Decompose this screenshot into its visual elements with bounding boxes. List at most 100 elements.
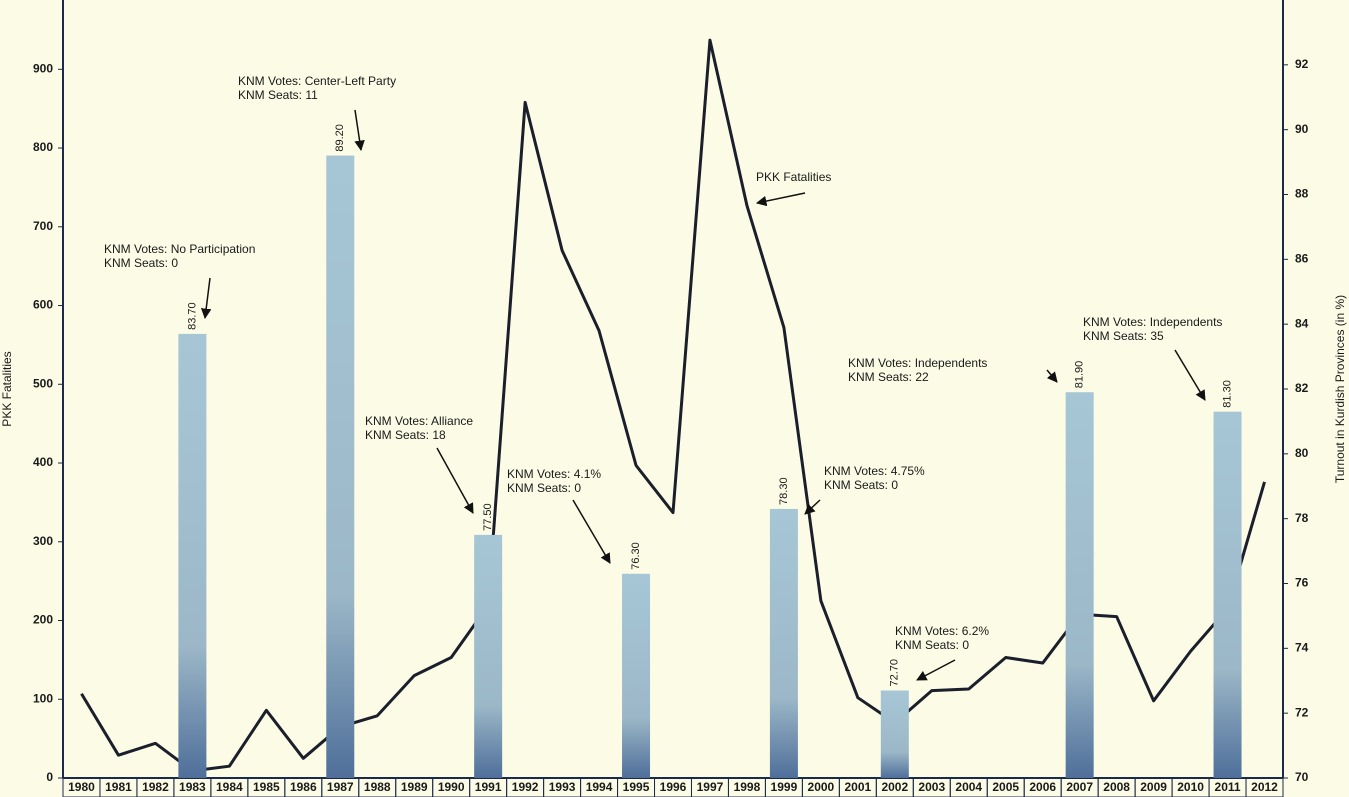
y2-tick-label: 92 xyxy=(1295,57,1309,71)
annotation-arrow xyxy=(916,659,956,681)
bar-value-label: 81.30 xyxy=(1221,380,1233,408)
annotation: KNM Votes: Independents xyxy=(1083,315,1222,329)
y2-tick-label: 72 xyxy=(1295,705,1309,719)
bar-value-label: 77.50 xyxy=(482,503,494,531)
x-tick-label: 2005 xyxy=(992,780,1019,794)
x-tick-label: 1995 xyxy=(623,780,650,794)
x-tick-label: 1990 xyxy=(438,780,465,794)
y2-axis-label: Turnout in Kurdish Provinces (in %) xyxy=(1333,295,1347,483)
y-tick-label: 600 xyxy=(33,298,53,312)
x-tick-label: 2010 xyxy=(1177,780,1204,794)
annotation: KNM Votes: Center-Left Party xyxy=(238,74,396,88)
y-tick-label: 300 xyxy=(33,534,53,548)
x-tick-label: 2003 xyxy=(918,780,945,794)
bar-value-label: 72.70 xyxy=(889,659,901,687)
annotation: KNM Seats: 18 xyxy=(365,428,446,442)
x-tick-label: 1980 xyxy=(68,780,95,794)
x-tick-label: 2007 xyxy=(1066,780,1093,794)
x-tick-label: 2008 xyxy=(1103,780,1130,794)
annotation: KNM Seats: 35 xyxy=(1083,329,1164,343)
y-tick-label: 500 xyxy=(33,376,53,390)
bar xyxy=(1065,392,1094,778)
x-tick-label: 1986 xyxy=(290,780,317,794)
y-tick-label: 800 xyxy=(33,140,53,154)
annotation: KNM Votes: 6.2% xyxy=(895,624,989,638)
x-tick-label: 2012 xyxy=(1251,780,1278,794)
annotation-arrow xyxy=(200,277,212,320)
y2-tick-label: 90 xyxy=(1295,122,1309,136)
annotation: KNM Seats: 22 xyxy=(848,370,929,384)
annotation: KNM Seats: 11 xyxy=(238,88,318,102)
x-tick-label: 1988 xyxy=(364,780,391,794)
x-tick-label: 2006 xyxy=(1029,780,1056,794)
bar-value-label: 81.90 xyxy=(1074,361,1086,389)
y2-tick-label: 74 xyxy=(1295,641,1309,655)
y2-tick-label: 84 xyxy=(1295,316,1309,330)
y2-tick-label: 70 xyxy=(1295,770,1309,784)
y-tick-label: 400 xyxy=(33,455,53,469)
y-tick-label: 900 xyxy=(33,61,53,75)
bar xyxy=(178,333,207,778)
y-tick-label: 200 xyxy=(33,613,53,627)
x-tick-label: 2002 xyxy=(881,780,908,794)
x-tick-label: 1992 xyxy=(512,780,539,794)
y-tick-label: 100 xyxy=(33,691,53,705)
x-tick-label: 1981 xyxy=(105,780,132,794)
annotation: KNM Votes: Alliance xyxy=(365,414,473,428)
x-tick-label: 1999 xyxy=(771,780,798,794)
y-tick-label: 700 xyxy=(33,219,53,233)
x-tick-label: 1994 xyxy=(586,780,613,794)
annotation-arrow xyxy=(572,499,611,564)
annotation: KNM Votes: No Participation xyxy=(104,242,255,256)
y2-tick-label: 78 xyxy=(1295,511,1309,525)
annotation: KNM Seats: 0 xyxy=(104,256,178,270)
annotation-arrow xyxy=(1174,349,1206,401)
x-tick-label: 1991 xyxy=(475,780,502,794)
y-tick-label: 0 xyxy=(46,770,53,784)
x-tick-label: 1983 xyxy=(179,780,206,794)
x-tick-label: 1985 xyxy=(253,780,280,794)
annotation-arrow xyxy=(1046,369,1058,383)
annotation: KNM Seats: 0 xyxy=(895,638,969,652)
annotation-arrow xyxy=(436,447,474,514)
x-tick-box xyxy=(1245,777,1284,797)
bar-value-label: 83.70 xyxy=(186,302,198,330)
x-tick-label: 1997 xyxy=(697,780,724,794)
annotation: PKK Fatalities xyxy=(756,170,831,184)
y2-tick-label: 80 xyxy=(1295,446,1309,460)
annotation-arrow xyxy=(755,192,806,207)
x-tick-label: 1993 xyxy=(549,780,576,794)
x-tick-label: 2011 xyxy=(1215,780,1241,794)
annotation: KNM Seats: 0 xyxy=(824,478,898,492)
x-tick-label: 1982 xyxy=(142,780,169,794)
y2-tick-label: 76 xyxy=(1295,576,1309,590)
annotation: KNM Votes: Independents xyxy=(848,356,987,370)
y2-tick-label: 86 xyxy=(1295,252,1309,266)
bar xyxy=(769,508,798,778)
x-tick-label: 1987 xyxy=(327,780,354,794)
bar xyxy=(622,573,651,778)
annotation: KNM Seats: 0 xyxy=(507,481,581,495)
y2-tick-label: 82 xyxy=(1295,381,1309,395)
x-tick-label: 1998 xyxy=(734,780,761,794)
bar-value-label: 76.30 xyxy=(630,542,642,570)
bar xyxy=(1213,411,1242,778)
bar-value-label: 89.20 xyxy=(334,124,346,152)
x-tick-label: 2000 xyxy=(808,780,835,794)
bar xyxy=(326,155,355,779)
x-tick-label: 2004 xyxy=(955,780,982,794)
x-tick-label: 1996 xyxy=(660,780,687,794)
bar xyxy=(880,690,909,778)
x-tick-label: 1989 xyxy=(401,780,428,794)
bar xyxy=(474,534,503,778)
y-axis-label: PKK Fatalities xyxy=(0,351,14,426)
x-tick-label: 1984 xyxy=(216,780,243,794)
x-tick-label: 2009 xyxy=(1140,780,1167,794)
annotation-arrow xyxy=(354,109,365,152)
y2-tick-label: 88 xyxy=(1295,187,1309,201)
annotation-arrow xyxy=(804,499,821,515)
annotation: KNM Votes: 4.1% xyxy=(507,467,601,481)
bar-value-label: 78.30 xyxy=(778,477,790,505)
